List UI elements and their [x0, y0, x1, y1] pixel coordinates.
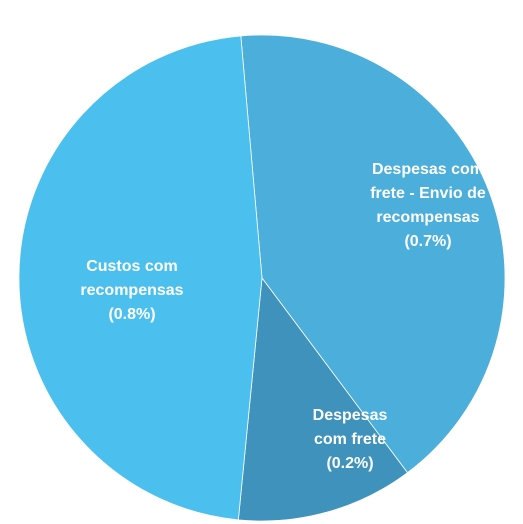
pie-slice-3: [19, 36, 262, 520]
slice-label-line: (0.2%): [326, 455, 373, 472]
slice-label-line: Custos com: [86, 258, 178, 275]
pie-slices: [19, 35, 505, 521]
slice-label-line: Despesas com: [372, 161, 484, 178]
slice-label-line: (0.7%): [404, 233, 451, 250]
slice-label-line: com frete: [314, 431, 386, 448]
slice-label-line: frete - Envio de: [370, 185, 486, 202]
slice-label-line: recompensas: [80, 282, 183, 299]
slice-label-line: recompensas: [376, 209, 479, 226]
slice-label-line: Despesas: [313, 407, 388, 424]
slice-label-line: (0.8%): [108, 306, 155, 323]
